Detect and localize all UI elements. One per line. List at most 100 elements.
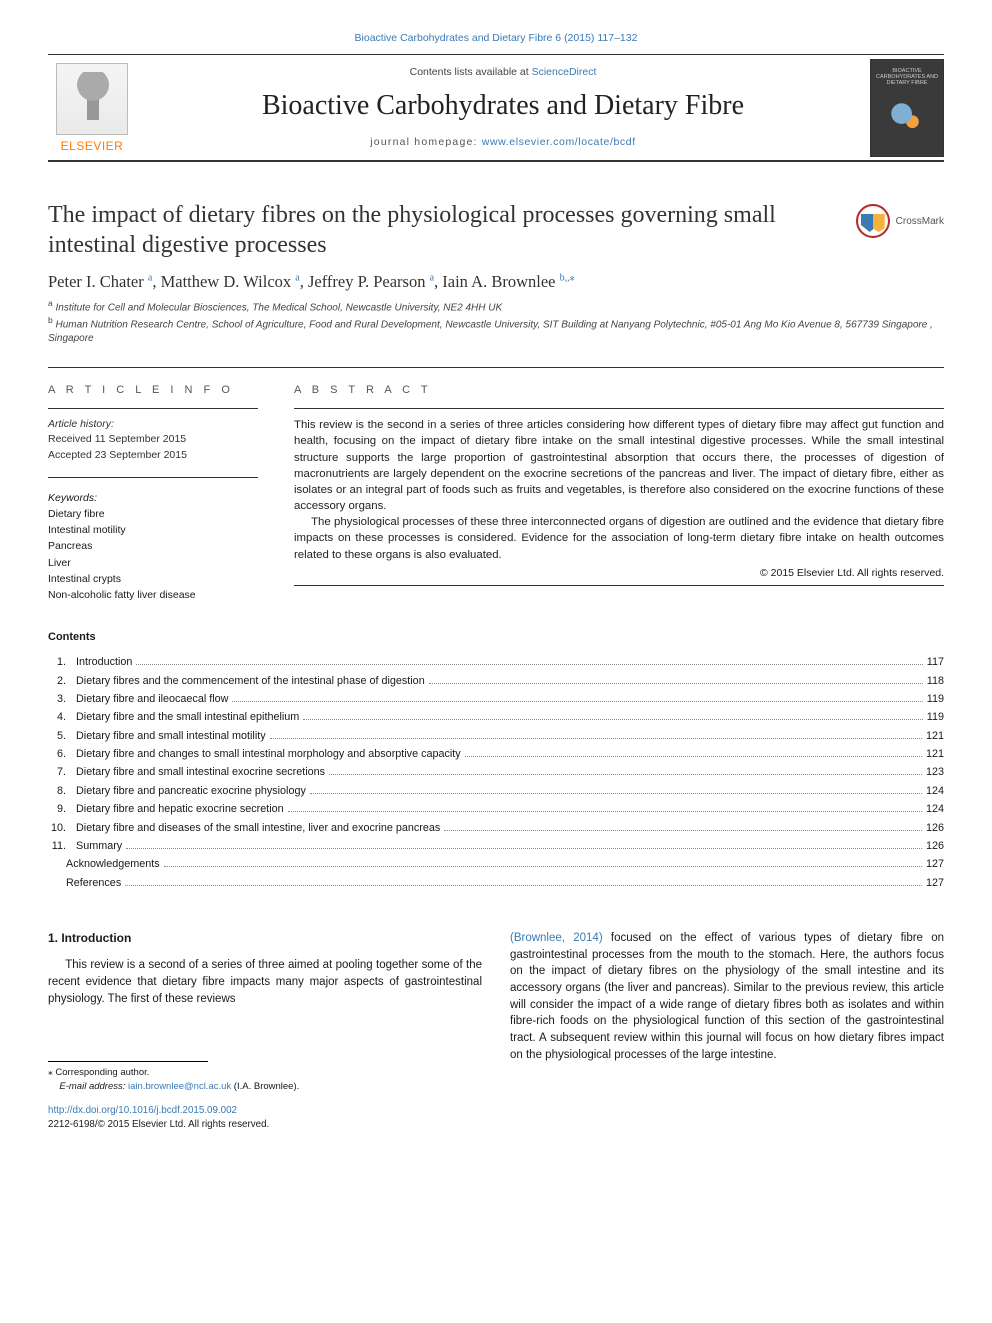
abstract-p1: This review is the second in a series of…: [294, 417, 944, 514]
corresponding-star-icon: ⁎: [570, 272, 575, 291]
citation-link[interactable]: Bioactive Carbohydrates and Dietary Fibr…: [355, 32, 638, 44]
author-affil-sup: a: [295, 273, 299, 284]
toc-label: Dietary fibre and pancreatic exocrine ph…: [76, 782, 306, 800]
toc-label: Dietary fibre and hepatic exocrine secre…: [76, 800, 284, 818]
author-affil-sup: a: [430, 273, 434, 284]
toc-row[interactable]: 6.Dietary fibre and changes to small int…: [48, 745, 944, 763]
received-date: Received 11 September 2015: [48, 432, 258, 447]
toc-page: 119: [927, 690, 944, 708]
toc-number: 8.: [48, 782, 76, 800]
intro-right-span: focused on the effect of various types o…: [510, 932, 944, 1061]
keyword-item: Pancreas: [48, 538, 258, 554]
toc-label: Summary: [76, 837, 122, 855]
toc-row[interactable]: 9.Dietary fibre and hepatic exocrine sec…: [48, 800, 944, 818]
keyword-item: Liver: [48, 555, 258, 571]
contents-available-line: Contents lists available at ScienceDirec…: [144, 66, 862, 78]
toc-leader-dots: [465, 756, 922, 757]
sciencedirect-link[interactable]: ScienceDirect: [532, 66, 597, 78]
toc-label: Dietary fibre and ileocaecal flow: [76, 690, 228, 708]
toc-number: 5.: [48, 727, 76, 745]
toc-leader-dots: [164, 866, 922, 867]
toc-leader-dots: [125, 885, 922, 886]
toc-number: 11.: [48, 837, 76, 855]
toc-leader-dots: [136, 664, 922, 665]
toc-page: 117: [927, 653, 944, 671]
toc-row[interactable]: References 127: [48, 874, 944, 892]
author-name: Iain A. Brownlee b,,⁎: [442, 272, 574, 291]
affiliations: a Institute for Cell and Molecular Biosc…: [48, 298, 944, 345]
toc-number: 9.: [48, 800, 76, 818]
accepted-date: Accepted 23 September 2015: [48, 448, 258, 463]
authors-line: Peter I. Chater a, Matthew D. Wilcox a, …: [48, 272, 944, 292]
elsevier-tree-icon: [56, 63, 128, 135]
toc-row[interactable]: Acknowledgements127: [48, 855, 944, 873]
toc-row[interactable]: 3.Dietary fibre and ileocaecal flow 119: [48, 690, 944, 708]
keywords-list: Dietary fibreIntestinal motilityPancreas…: [48, 506, 258, 604]
issn-copyright: 2212-6198/© 2015 Elsevier Ltd. All right…: [48, 1118, 482, 1132]
toc-page: 127: [926, 874, 944, 892]
toc-label: Dietary fibre and diseases of the small …: [76, 819, 440, 837]
table-of-contents: 1.Introduction1172.Dietary fibres and th…: [48, 653, 944, 891]
toc-leader-dots: [444, 830, 922, 831]
toc-label: Dietary fibres and the commencement of t…: [76, 672, 425, 690]
article-history-label: Article history:: [48, 417, 258, 432]
intro-left-text: This review is a second of a series of t…: [48, 957, 482, 1007]
intro-right-text: (Brownlee, 2014) focused on the effect o…: [510, 930, 944, 1063]
abstract-text: This review is the second in a series of…: [294, 417, 944, 563]
affiliation-line: b Human Nutrition Research Centre, Schoo…: [48, 315, 944, 345]
toc-row[interactable]: 8.Dietary fibre and pancreatic exocrine …: [48, 782, 944, 800]
toc-page: 119: [927, 708, 944, 726]
toc-row[interactable]: 2.Dietary fibres and the commencement of…: [48, 672, 944, 690]
toc-label: Dietary fibre and changes to small intes…: [76, 745, 461, 763]
toc-page: 126: [926, 819, 944, 837]
doi-link[interactable]: http://dx.doi.org/10.1016/j.bcdf.2015.09…: [48, 1105, 237, 1116]
email-author: (I.A. Brownlee).: [231, 1081, 299, 1092]
toc-page: 121: [926, 745, 944, 763]
toc-row[interactable]: 7.Dietary fibre and small intestinal exo…: [48, 763, 944, 781]
toc-number: 3.: [48, 690, 76, 708]
toc-page: 123: [926, 763, 944, 781]
toc-row[interactable]: 11.Summary126: [48, 837, 944, 855]
keyword-item: Intestinal motility: [48, 522, 258, 538]
author-affil-sup: b,: [560, 273, 568, 284]
toc-number: 4.: [48, 708, 76, 726]
toc-label: Dietary fibre and the small intestinal e…: [76, 708, 299, 726]
toc-leader-dots: [232, 701, 922, 702]
keyword-item: Dietary fibre: [48, 506, 258, 522]
cover-art-icon: [880, 92, 934, 146]
affiliation-line: a Institute for Cell and Molecular Biosc…: [48, 298, 944, 315]
citation-header: Bioactive Carbohydrates and Dietary Fibr…: [48, 32, 944, 44]
toc-page: 121: [926, 727, 944, 745]
toc-row[interactable]: 4.Dietary fibre and the small intestinal…: [48, 708, 944, 726]
toc-leader-dots: [429, 683, 923, 684]
abstract-p2: The physiological processes of these thr…: [294, 514, 944, 563]
toc-row[interactable]: 10.Dietary fibre and diseases of the sma…: [48, 819, 944, 837]
keywords-label: Keywords:: [48, 492, 258, 504]
journal-homepage-link[interactable]: www.elsevier.com/locate/bcdf: [482, 136, 636, 148]
toc-page: 118: [927, 672, 944, 690]
toc-row[interactable]: 1.Introduction117: [48, 653, 944, 671]
toc-leader-dots: [329, 774, 922, 775]
toc-label: Dietary fibre and small intestinal motil…: [76, 727, 266, 745]
contents-heading: Contents: [48, 631, 944, 643]
toc-number: 7.: [48, 763, 76, 781]
toc-leader-dots: [270, 738, 922, 739]
keyword-item: Intestinal crypts: [48, 571, 258, 587]
toc-number: 6.: [48, 745, 76, 763]
keyword-item: Non-alcoholic fatty liver disease: [48, 587, 258, 603]
brownlee-citation-link[interactable]: (Brownlee, 2014): [510, 932, 603, 944]
toc-row[interactable]: 5.Dietary fibre and small intestinal mot…: [48, 727, 944, 745]
email-label: E-mail address:: [59, 1081, 128, 1092]
section-1-heading: 1. Introduction: [48, 930, 482, 947]
toc-leader-dots: [126, 848, 922, 849]
toc-leader-dots: [303, 719, 923, 720]
toc-label: References: [66, 874, 121, 892]
crossmark-badge[interactable]: CrossMark: [856, 204, 944, 238]
contents-prefix: Contents lists available at: [410, 66, 532, 78]
author-affil-sup: a: [148, 273, 152, 284]
author-name: Peter I. Chater a: [48, 272, 152, 291]
toc-leader-dots: [288, 811, 922, 812]
corresponding-email-link[interactable]: iain.brownlee@ncl.ac.uk: [128, 1081, 231, 1092]
corresponding-author-note: ⁎ * Corresponding author.Corresponding a…: [48, 1066, 482, 1080]
toc-label: Acknowledgements: [66, 855, 160, 873]
